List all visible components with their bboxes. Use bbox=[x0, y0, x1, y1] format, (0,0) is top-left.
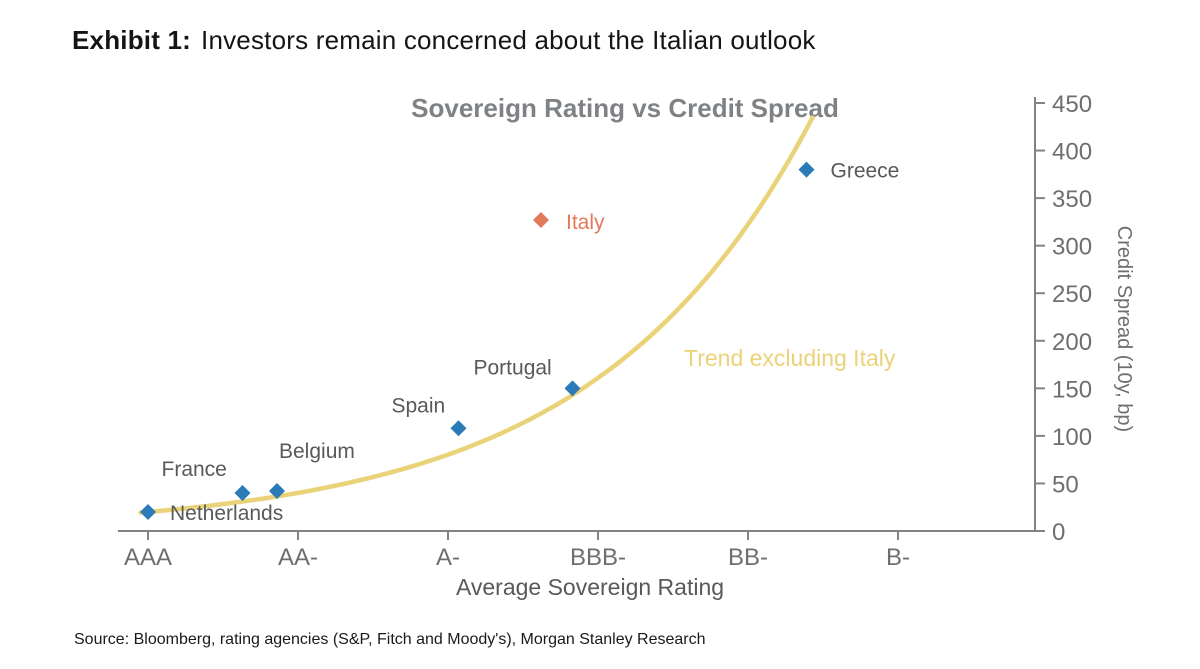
y-tick-label: 0 bbox=[1052, 519, 1065, 546]
point-label-italy: Italy bbox=[566, 211, 605, 234]
data-point-portugal bbox=[564, 380, 581, 397]
y-tick-label: 250 bbox=[1052, 281, 1092, 308]
data-point-france bbox=[234, 484, 251, 501]
data-point-spain bbox=[450, 420, 467, 437]
y-axis-title: Credit Spread (10y, bp) bbox=[1113, 225, 1135, 433]
point-label-france: France bbox=[162, 458, 227, 481]
x-tick-label: A- bbox=[436, 544, 460, 571]
chart-title: Sovereign Rating vs Credit Spread bbox=[411, 93, 839, 123]
exhibit-label: Exhibit 1: bbox=[72, 25, 192, 55]
point-label-netherlands: Netherlands bbox=[170, 502, 283, 525]
point-label-spain: Spain bbox=[392, 394, 446, 417]
exhibit-title: Investors remain concerned about the Ita… bbox=[201, 25, 816, 55]
y-tick-label: 400 bbox=[1052, 139, 1092, 166]
trend-curve bbox=[138, 115, 815, 515]
x-tick-label: AAA bbox=[124, 544, 172, 571]
data-point-netherlands bbox=[140, 503, 156, 520]
y-tick-label: 150 bbox=[1052, 376, 1092, 403]
x-tick-label: B- bbox=[886, 544, 910, 571]
data-point-italy bbox=[533, 211, 549, 228]
exhibit-header: Exhibit 1: Investors remain concerned abo… bbox=[72, 25, 816, 56]
y-tick-label: 50 bbox=[1052, 471, 1079, 498]
x-tick-label: AA- bbox=[278, 544, 318, 571]
y-tick-label: 450 bbox=[1052, 91, 1092, 118]
x-tick-label: BBB- bbox=[570, 544, 626, 571]
x-tick-label: BB- bbox=[728, 544, 768, 571]
y-tick-label: 200 bbox=[1052, 329, 1092, 356]
point-label-belgium: Belgium bbox=[279, 440, 355, 463]
x-axis-title: Average Sovereign Rating bbox=[455, 574, 725, 600]
point-label-portugal: Portugal bbox=[474, 356, 552, 379]
y-tick-label: 300 bbox=[1052, 234, 1092, 261]
data-point-greece bbox=[798, 161, 815, 178]
data-point-belgium bbox=[269, 483, 285, 500]
y-tick-label: 350 bbox=[1052, 186, 1092, 213]
y-tick-label: 100 bbox=[1052, 424, 1092, 451]
source-note: Source: Bloomberg, rating agencies (S&P,… bbox=[74, 631, 706, 648]
trend-label: Trend excluding Italy bbox=[684, 345, 896, 371]
point-label-greece: Greece bbox=[831, 160, 900, 183]
